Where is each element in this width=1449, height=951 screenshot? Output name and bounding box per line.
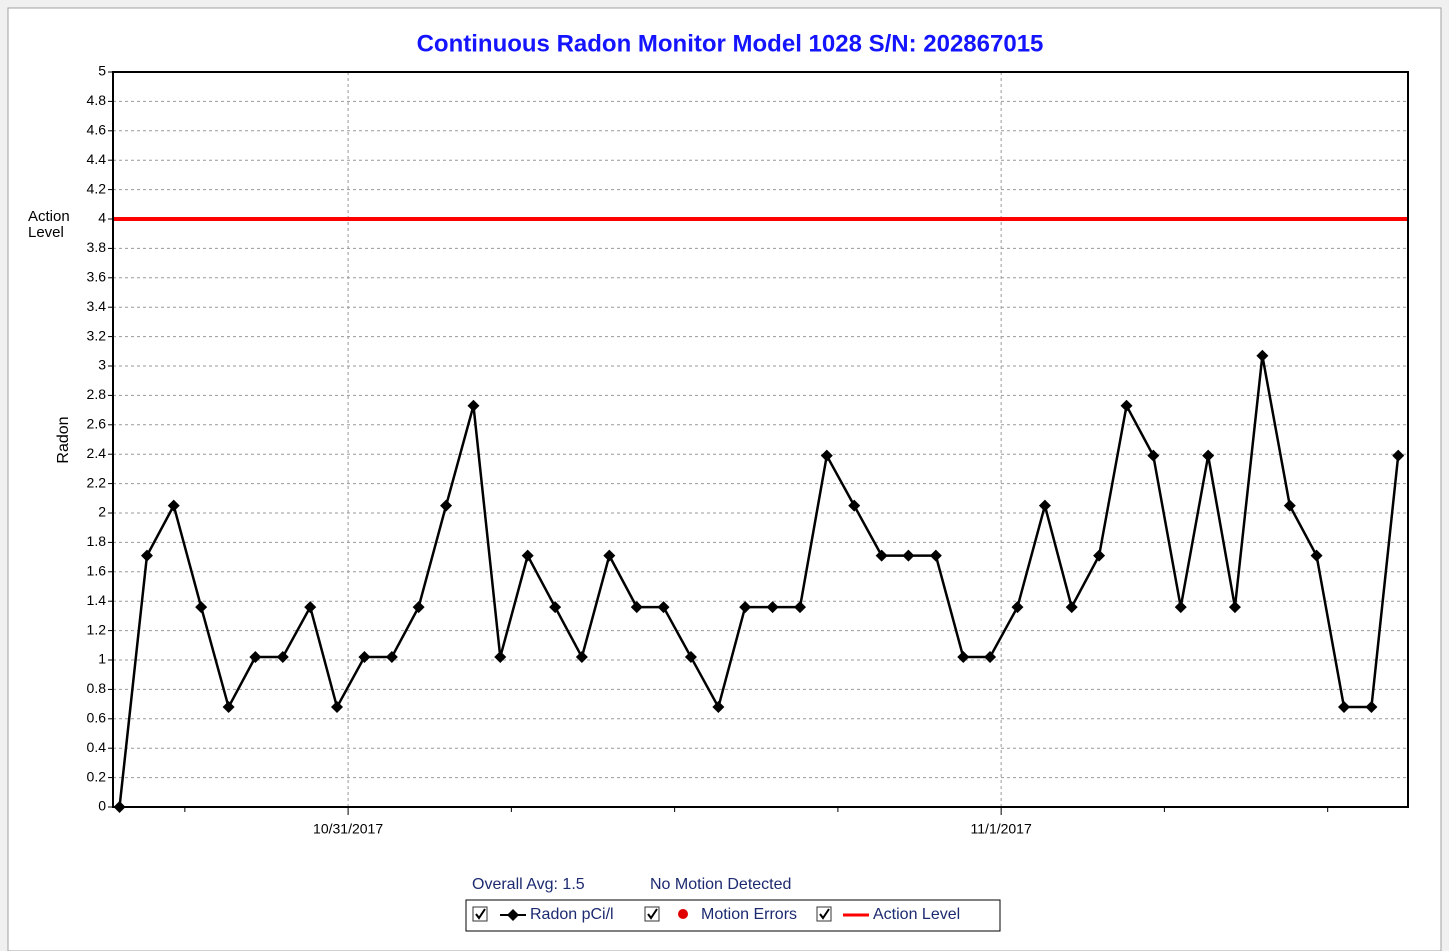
annotation: No Motion Detected (650, 876, 791, 893)
data-point (276, 651, 289, 664)
data-point (739, 601, 752, 614)
y-tick-label: 3 (98, 357, 106, 373)
data-point (712, 701, 725, 714)
checkboxes (472, 906, 832, 922)
y-tick-label: 2 (98, 504, 106, 520)
y-tick-label: 3.8 (87, 239, 107, 255)
data-point (412, 601, 425, 614)
legend-swatch (507, 909, 519, 921)
data-point (1120, 399, 1133, 412)
data-point (1038, 499, 1051, 512)
data-point (684, 651, 697, 664)
legend-box (465, 899, 1001, 932)
data-point (902, 549, 915, 562)
data-point (1011, 601, 1024, 614)
data-point (222, 701, 235, 714)
data-point (848, 499, 861, 512)
data-point (494, 651, 507, 664)
y-tick-label: 0.4 (87, 739, 107, 755)
data-point (1392, 449, 1405, 462)
data-point (603, 549, 616, 562)
y-axis-label: Radon (55, 416, 72, 463)
y-tick-label: 0.2 (87, 768, 107, 784)
y-tick-label: 0.8 (87, 680, 107, 696)
data-point (440, 499, 453, 512)
data-point (195, 601, 208, 614)
legend-label: Motion Errors (701, 906, 797, 923)
annotation: Overall Avg: 1.5 (472, 876, 585, 893)
data-point (1365, 701, 1378, 714)
y-tick-label: 2.8 (87, 386, 107, 402)
legend-label: Action Level (873, 906, 960, 923)
data-point (1147, 449, 1160, 462)
panel (7, 7, 1442, 951)
y-tick-label: 3.4 (87, 298, 107, 314)
data-point (984, 651, 997, 664)
x-tick-label: 11/1/2017 (971, 821, 1032, 837)
y-tick-label: 1.6 (87, 563, 107, 579)
data-point (875, 549, 888, 562)
y-tick-label: 0 (98, 798, 106, 814)
data-point (167, 499, 180, 512)
plot-frame (112, 71, 1409, 808)
data-point (385, 651, 398, 664)
data-point (1310, 549, 1323, 562)
data-point (657, 601, 670, 614)
y-tick-label: 3.6 (87, 269, 107, 285)
data-point (1256, 349, 1269, 362)
y-tick-label: 1 (98, 651, 106, 667)
y-tick-label: 1.8 (87, 533, 107, 549)
y-tick-label: 3.2 (87, 327, 107, 343)
data-point (140, 549, 153, 562)
data-point (521, 549, 534, 562)
chart-title: Continuous Radon Monitor Model 1028 S/N:… (417, 30, 1044, 57)
y-tick-label: 2.4 (87, 445, 107, 461)
y-tick-label: 1.4 (87, 592, 107, 608)
data-point (1228, 601, 1241, 614)
data-point (467, 399, 480, 412)
legend-swatch (678, 909, 688, 919)
y-tick-label: 4.6 (87, 122, 107, 138)
data-point (249, 651, 262, 664)
y-tick-label: 4.2 (87, 180, 107, 196)
data-point (1338, 701, 1351, 714)
data-point (766, 601, 779, 614)
data-point (575, 651, 588, 664)
data-point (929, 549, 942, 562)
data-point (794, 601, 807, 614)
data-point (1174, 601, 1187, 614)
data-point (304, 601, 317, 614)
x-tick-label: 10/31/2017 (313, 821, 383, 837)
legend-label: Radon pCi/l (530, 906, 614, 923)
data-point (330, 701, 343, 714)
y-tick-label: 1.2 (87, 621, 107, 637)
data-point (1065, 601, 1078, 614)
data-point (957, 651, 970, 664)
y-tick-label: 4.4 (87, 151, 107, 167)
data-point (1283, 499, 1296, 512)
data-point (820, 449, 833, 462)
data-point (358, 651, 371, 664)
y-tick-label: 2.2 (87, 474, 107, 490)
data-point (630, 601, 643, 614)
y-tick-label: 5 (98, 63, 106, 79)
y-tick-label: 0.6 (87, 710, 107, 726)
data-point (1202, 449, 1215, 462)
action-level-axis-label: Action Level (28, 208, 70, 241)
y-tick-label: 4 (98, 210, 106, 226)
data-point (1093, 549, 1106, 562)
data-point (549, 601, 562, 614)
y-tick-label: 4.8 (87, 92, 107, 108)
data-line (118, 355, 1400, 808)
y-tick-label: 2.6 (87, 416, 107, 432)
